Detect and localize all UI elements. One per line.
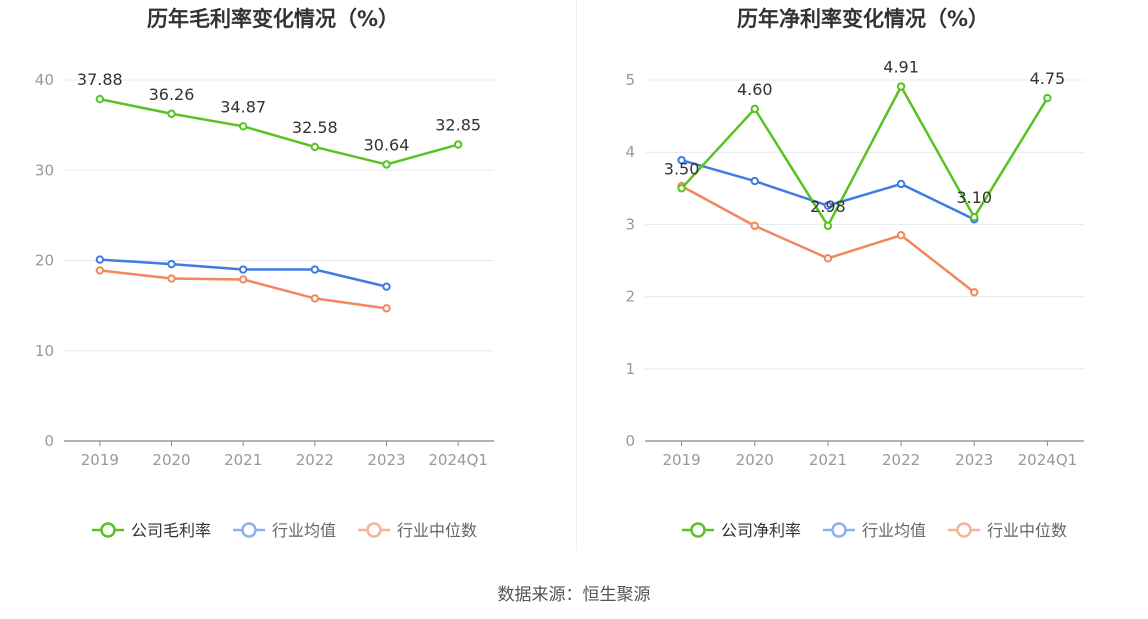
- data-point: [310, 142, 320, 152]
- data-point: [238, 265, 248, 274]
- data-point: [167, 274, 176, 283]
- data-point: [95, 94, 105, 104]
- series-line-1: [680, 85, 1049, 228]
- chart-title: 历年毛利率变化情况（%）: [147, 7, 399, 31]
- legend-swatch-marker: [100, 522, 116, 538]
- legend-item-1: 公司净利率: [682, 521, 801, 540]
- data-point: [970, 288, 979, 297]
- data-point: [382, 304, 391, 313]
- data-point: [95, 266, 105, 275]
- y-tick-label: 30: [35, 161, 54, 179]
- data-point: [896, 231, 906, 240]
- y-tick-label: 40: [35, 71, 54, 89]
- data-point: [453, 140, 463, 149]
- x-tick-label: 2024Q1: [428, 451, 488, 469]
- data-point: [310, 294, 320, 303]
- legend-item-2: 行业均值: [233, 521, 336, 540]
- data-point: [382, 160, 391, 169]
- data-point: [1043, 93, 1052, 103]
- chart-panel-2: 历年净利率变化情况（%） 0 1 2 3 4 5 2019 2020 2021 2022 2023 20…: [625, 7, 1084, 540]
- x-tick-label: 2020: [152, 451, 190, 469]
- y-tick-label: 20: [35, 252, 54, 270]
- data-point: [823, 254, 833, 263]
- data-label: 32.85: [435, 116, 481, 135]
- x-tick-label: 2021: [224, 451, 262, 469]
- data-label: 4.91: [883, 57, 919, 76]
- x-tick-label: 2019: [81, 451, 119, 469]
- x-tick-label: 2022: [296, 451, 334, 469]
- data-point: [750, 104, 759, 114]
- legend-swatch-marker: [956, 522, 972, 538]
- data-point: [677, 155, 686, 165]
- legend-label: 行业均值: [272, 521, 336, 540]
- data-point: [896, 82, 906, 91]
- y-tick-label: 5: [625, 71, 635, 89]
- data-point: [238, 275, 248, 284]
- legend-swatch-marker: [241, 522, 257, 538]
- series-line-1: [99, 97, 459, 166]
- data-point: [750, 221, 759, 231]
- legend-item-3: 行业中位数: [948, 521, 1067, 540]
- legend-label: 行业中位数: [397, 521, 477, 540]
- y-tick-label: 0: [44, 432, 54, 450]
- data-label: 3.10: [956, 188, 992, 207]
- legend-label: 行业均值: [862, 521, 926, 540]
- data-point: [970, 212, 979, 222]
- y-tick-label: 0: [625, 432, 635, 450]
- y-tick-label: 2: [625, 288, 635, 306]
- x-tick-label: 2023: [367, 451, 405, 469]
- legend-item-2: 行业均值: [823, 521, 926, 540]
- chart-panel-1: 历年毛利率变化情况（%） 0 10 20 30 40 2019 2020 2021 2022 202…: [35, 7, 494, 540]
- legend-label: 公司净利率: [721, 521, 801, 540]
- data-point: [382, 282, 391, 291]
- data-point: [167, 109, 176, 118]
- chart-title: 历年净利率变化情况（%）: [737, 7, 989, 31]
- x-tick-label: 2024Q1: [1018, 451, 1078, 469]
- data-label: 37.88: [77, 70, 123, 89]
- legend-item-3: 行业中位数: [358, 521, 477, 540]
- legend-swatch-marker: [690, 522, 706, 538]
- x-tick-label: 2020: [736, 451, 774, 469]
- legend-swatch-marker: [366, 522, 382, 538]
- data-point: [750, 176, 759, 186]
- legend-label: 行业中位数: [987, 521, 1067, 540]
- data-point: [896, 179, 906, 189]
- data-label: 30.64: [364, 135, 410, 154]
- data-point: [677, 184, 686, 193]
- data-point: [823, 201, 833, 210]
- data-label: 2.98: [810, 197, 846, 216]
- data-point: [238, 122, 248, 131]
- x-tick-label: 2023: [955, 451, 993, 469]
- legend-label: 公司毛利率: [131, 521, 211, 540]
- data-source-note: 数据来源：恒生聚源: [497, 585, 651, 605]
- data-label: 32.58: [292, 118, 338, 137]
- data-point: [167, 259, 176, 269]
- y-tick-label: 4: [625, 143, 635, 161]
- legend-item-1: 公司毛利率: [92, 521, 211, 540]
- data-point: [95, 255, 105, 264]
- panel-divider: [576, 0, 577, 550]
- data-label: 3.50: [664, 159, 700, 178]
- data-label: 4.60: [737, 80, 773, 99]
- y-tick-label: 3: [625, 215, 635, 233]
- data-point: [310, 265, 320, 274]
- x-tick-label: 2019: [662, 451, 700, 469]
- data-label: 36.26: [149, 85, 195, 104]
- y-tick-label: 10: [35, 342, 54, 360]
- legend-swatch-marker: [831, 522, 847, 538]
- y-tick-label: 1: [625, 360, 635, 378]
- data-label: 34.87: [220, 97, 266, 116]
- x-tick-label: 2022: [882, 451, 920, 469]
- data-point: [823, 221, 833, 231]
- x-tick-label: 2021: [809, 451, 847, 469]
- data-label: 4.75: [1030, 69, 1066, 88]
